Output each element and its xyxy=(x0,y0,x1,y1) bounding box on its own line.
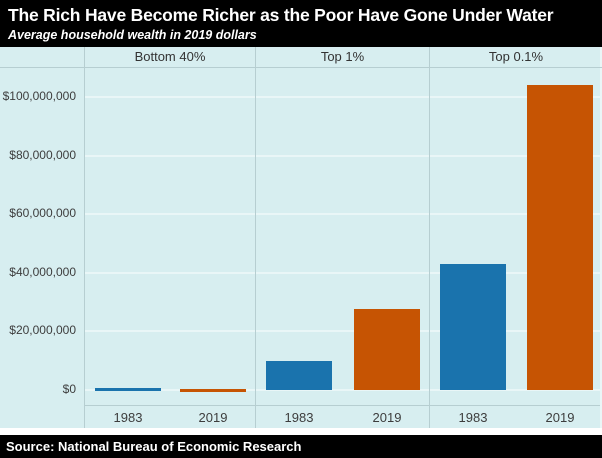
chart-title: The Rich Have Become Richer as the Poor … xyxy=(8,5,554,25)
gridline xyxy=(84,389,600,391)
gridline xyxy=(84,213,600,216)
chart-title-bar: The Rich Have Become Richer as the Poor … xyxy=(0,0,602,47)
gridline xyxy=(84,96,600,98)
x-axis-label: 2019 xyxy=(198,410,228,425)
facet-header-divider xyxy=(0,67,602,68)
plot-bottom-border xyxy=(84,405,600,406)
panel-label: Top 1% xyxy=(320,49,365,64)
bar-1983 xyxy=(266,360,332,390)
bar-2019 xyxy=(354,309,420,390)
gridline xyxy=(84,330,600,333)
chart-panel: Top 1% 1983 2019 xyxy=(255,47,429,428)
source-text: Source: National Bureau of Economic Rese… xyxy=(6,439,302,454)
x-axis-label: 2019 xyxy=(372,410,402,425)
chart-panel: Bottom 40% 1983 2019 xyxy=(84,47,255,428)
bar-2019 xyxy=(527,85,593,390)
bar-1983 xyxy=(440,264,506,390)
bar-2019 xyxy=(180,389,246,392)
x-axis-label: 2019 xyxy=(545,410,575,425)
panel-label: Bottom 40% xyxy=(134,49,206,64)
chart-subtitle: Average household wealth in 2019 dollars xyxy=(8,28,257,42)
panel-label: Top 0.1% xyxy=(488,49,544,64)
chart-panel: Top 0.1% 1983 2019 xyxy=(429,47,602,428)
y-axis-tick-label: $100,000,000 xyxy=(2,89,76,103)
bar-chart: $0 $20,000,000 $40,000,000 $60,000,000 $80,0… xyxy=(0,47,602,428)
chart-footer-gap xyxy=(0,428,602,435)
y-axis-tick-label: $60,000,000 xyxy=(9,206,76,221)
y-axis-tick-label: $0 xyxy=(62,382,76,396)
x-axis-label: 1983 xyxy=(113,410,143,425)
gridline xyxy=(84,154,600,157)
source-bar: Source: National Bureau of Economic Rese… xyxy=(0,435,602,458)
y-axis-tick-label: $40,000,000 xyxy=(9,264,76,279)
bar-1983 xyxy=(95,387,161,391)
x-axis-label: 1983 xyxy=(284,410,314,425)
y-axis-tick-label: $20,000,000 xyxy=(9,323,76,338)
y-axis-tick-label: $80,000,000 xyxy=(9,147,76,162)
x-axis-label: 1983 xyxy=(458,410,488,425)
gridline xyxy=(84,271,600,274)
